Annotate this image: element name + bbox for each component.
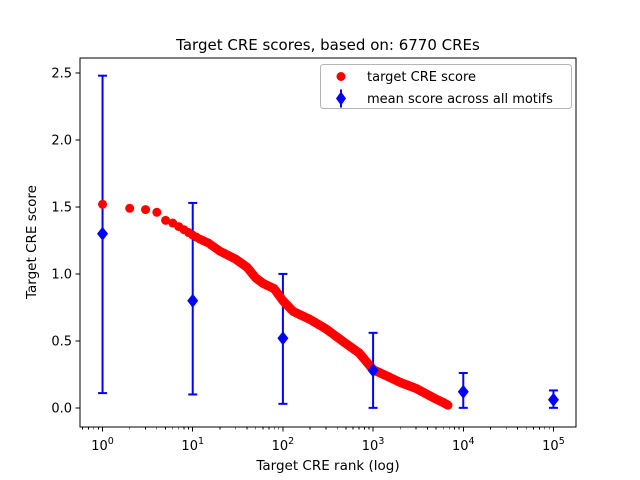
- x-axis-label: Target CRE rank (log): [255, 458, 399, 474]
- plot-border: [79, 57, 577, 428]
- mean-score-point: [187, 293, 199, 308]
- legend-marker-circle: [336, 72, 346, 81]
- scatter-point: [141, 205, 151, 215]
- scatter-point: [98, 199, 108, 209]
- scatter-point: [443, 400, 453, 410]
- mean-score-point: [457, 384, 469, 399]
- legend-label-target-score: target CRE score: [367, 70, 476, 85]
- mean-score-point: [277, 331, 289, 346]
- x-tick-label: 103: [362, 436, 385, 454]
- scatter-point: [125, 203, 135, 213]
- y-tick-label: 2.0: [51, 133, 72, 148]
- x-tick-label: 102: [272, 436, 295, 454]
- legend: target CRE score mean score across all m…: [320, 64, 572, 109]
- chart-title: Target CRE scores, based on: 6770 CREs: [175, 36, 480, 54]
- x-tick-label: 100: [91, 436, 114, 454]
- mean-score-point: [97, 226, 109, 241]
- y-tick-label: 1.0: [51, 267, 72, 282]
- x-tick-label: 101: [181, 436, 204, 454]
- legend-label-mean-score: mean score across all motifs: [367, 92, 553, 107]
- x-tick-label: 105: [542, 436, 565, 454]
- scatter-point: [161, 215, 171, 225]
- y-tick-label: 0.5: [51, 334, 72, 349]
- scatter-point: [152, 207, 162, 217]
- y-tick-label: 1.5: [51, 200, 72, 215]
- y-tick-label: 0.0: [51, 401, 72, 416]
- legend-marker-diamond: [336, 91, 346, 106]
- mean-score-point: [367, 363, 379, 378]
- y-tick-label: 2.5: [51, 67, 72, 82]
- x-tick-label: 104: [452, 436, 475, 454]
- y-axis-label: Target CRE score: [24, 185, 40, 300]
- plot-area: 100 101 102 103 104 105 0.0 0.5 1.0 1.5 2.0 2.5: [51, 57, 577, 454]
- mean-score-point: [547, 392, 559, 407]
- legend-box: [320, 64, 572, 109]
